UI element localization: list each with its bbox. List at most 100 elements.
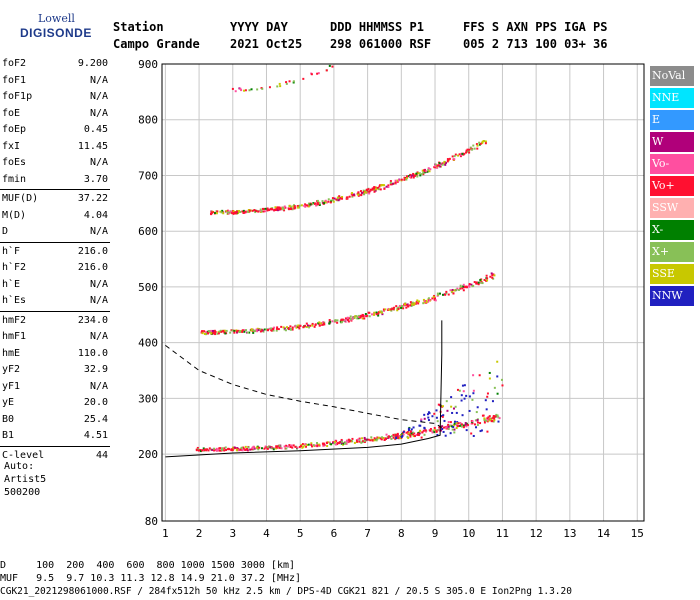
echo-point xyxy=(496,392,499,395)
echo-point xyxy=(373,189,376,192)
echo-point xyxy=(207,331,210,334)
echo-point xyxy=(311,445,314,448)
echo-point xyxy=(495,413,498,416)
echo-point xyxy=(384,437,387,440)
echo-point xyxy=(336,196,339,199)
echo-point xyxy=(482,140,485,143)
echo-point xyxy=(476,421,479,424)
echo-point xyxy=(422,171,425,174)
echo-point xyxy=(442,430,445,433)
echo-point xyxy=(441,427,444,430)
echo-point xyxy=(361,317,364,320)
echo-point xyxy=(208,447,211,450)
echo-point xyxy=(423,433,426,436)
echo-point xyxy=(471,422,474,425)
param-value: 25.4 xyxy=(83,413,108,425)
echo-point xyxy=(355,439,358,442)
echo-point xyxy=(363,190,366,193)
echo-point xyxy=(280,325,283,328)
echo-point xyxy=(501,384,504,387)
echo-point xyxy=(469,146,472,149)
echo-point xyxy=(240,446,243,449)
echo-point xyxy=(279,85,282,88)
echo-point xyxy=(318,321,321,324)
echo-point xyxy=(428,170,431,173)
echo-point xyxy=(205,333,208,336)
auto-label: Auto: xyxy=(4,461,35,472)
echo-point xyxy=(453,289,456,292)
echo-point xyxy=(304,205,307,208)
echo-point xyxy=(288,204,291,207)
echo-point xyxy=(492,420,495,423)
echo-point xyxy=(366,190,369,193)
echo-point xyxy=(365,438,368,441)
echo-point xyxy=(223,449,226,452)
muf-curve xyxy=(165,344,443,428)
y-tick-label: 800 xyxy=(138,114,158,127)
echo-point xyxy=(221,209,224,212)
echo-point xyxy=(431,415,434,418)
echo-point xyxy=(252,448,255,451)
echo-point xyxy=(477,283,480,286)
echo-point xyxy=(233,331,236,334)
echo-point xyxy=(257,448,260,451)
echo-point xyxy=(468,284,471,287)
echo-point xyxy=(376,436,379,439)
echo-point xyxy=(278,446,281,449)
echo-point xyxy=(202,447,205,450)
echo-point xyxy=(256,88,259,91)
echo-point xyxy=(411,301,414,304)
echo-point xyxy=(396,179,399,182)
echo-point xyxy=(410,176,413,179)
echo-point xyxy=(332,199,335,202)
echo-point xyxy=(239,448,242,451)
echo-point xyxy=(463,397,466,400)
echo-point xyxy=(472,144,475,147)
echo-point xyxy=(406,176,409,179)
echo-point xyxy=(346,196,349,199)
echo-point xyxy=(416,299,419,302)
echo-point xyxy=(299,324,302,327)
echo-point xyxy=(460,399,463,402)
echo-point xyxy=(363,440,366,443)
x-tick-label: 13 xyxy=(563,527,576,540)
echo-point xyxy=(338,442,341,445)
chart-grid xyxy=(162,63,644,521)
echo-point xyxy=(361,314,364,317)
echo-point xyxy=(339,320,342,323)
echo-point xyxy=(406,431,409,434)
echo-point xyxy=(360,441,363,444)
echo-point xyxy=(447,427,450,430)
echo-point xyxy=(315,204,318,207)
echo-point xyxy=(272,329,275,332)
echo-point xyxy=(362,315,365,318)
echo-point xyxy=(358,440,361,443)
echo-point xyxy=(307,202,310,205)
echo-point xyxy=(421,169,424,172)
echo-point xyxy=(201,332,204,335)
echo-point xyxy=(438,426,441,429)
echo-point xyxy=(211,448,214,451)
param-value: 44 xyxy=(95,449,108,461)
param-separator xyxy=(0,445,110,447)
echo-point xyxy=(465,151,468,154)
param-value: 216.0 xyxy=(77,262,108,273)
echo-point xyxy=(269,446,272,449)
echo-point xyxy=(475,281,478,284)
echo-point xyxy=(266,446,269,449)
echo-point xyxy=(363,438,366,441)
echo-point xyxy=(487,419,490,422)
echo-point xyxy=(369,188,372,191)
echo-point xyxy=(462,285,465,288)
echo-point xyxy=(358,314,361,317)
echo-point xyxy=(387,308,390,311)
echo-point xyxy=(470,432,473,435)
echo-point xyxy=(361,437,364,440)
echo-point xyxy=(348,195,351,198)
echo-point xyxy=(254,211,257,214)
echo-point xyxy=(452,407,455,410)
echo-point xyxy=(492,273,495,276)
echo-point xyxy=(349,440,352,443)
echo-point xyxy=(398,436,401,439)
echo-point xyxy=(453,422,456,425)
